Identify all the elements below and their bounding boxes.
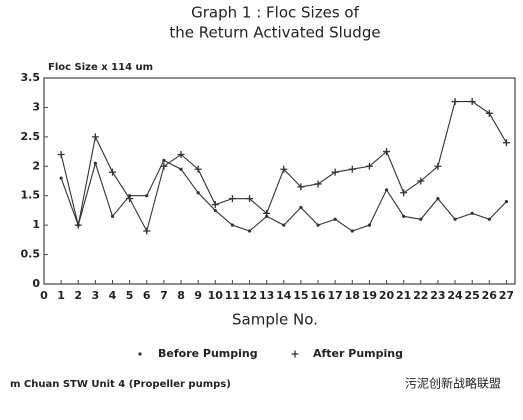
x-tick-label: 1 — [57, 289, 65, 302]
y-tick-label: 3 — [32, 100, 40, 113]
y-tick-label: 1 — [32, 218, 40, 231]
x-tick-label: 3 — [92, 289, 100, 302]
dot-marker — [333, 217, 337, 221]
x-tick-label: 19 — [362, 289, 377, 302]
plus-marker — [502, 139, 510, 147]
dot-marker — [299, 205, 303, 210]
plus-marker — [383, 148, 391, 156]
x-tick-label: 2 — [74, 289, 82, 302]
dot-marker — [384, 188, 389, 192]
plus-marker — [126, 195, 134, 203]
dot-marker — [470, 211, 474, 215]
y-tick-label: 1.5 — [21, 189, 41, 202]
y-axis-label: Floc Size x 114 um — [48, 62, 153, 73]
y-tick-label: 2.5 — [21, 130, 41, 143]
x-tick-label: 25 — [465, 289, 480, 302]
legend-marker — [138, 352, 142, 356]
x-tick-label: 10 — [208, 289, 224, 302]
x-tick-label: 8 — [177, 289, 185, 302]
x-tick-label: 27 — [499, 289, 514, 302]
chart-title: Graph 1 : Floc Sizes of — [191, 4, 359, 22]
x-tick-label: 5 — [126, 289, 134, 302]
plus-marker — [211, 201, 219, 209]
dot-marker — [350, 229, 354, 233]
dot-marker — [316, 223, 320, 227]
plus-marker — [109, 168, 117, 176]
plus-marker — [400, 189, 408, 197]
x-tick-label: 22 — [413, 289, 428, 302]
plus-marker — [228, 195, 236, 203]
y-tick-label: 3.5 — [21, 71, 41, 84]
y-tick-label: 0 — [32, 277, 40, 290]
dot-marker — [59, 176, 63, 180]
x-tick-label: 13 — [259, 289, 274, 302]
legend-label: Before Pumping — [158, 347, 258, 360]
plot-frame — [43, 77, 516, 285]
dot-marker — [436, 197, 440, 201]
plus-marker — [485, 109, 493, 117]
plus-marker — [451, 98, 459, 106]
x-tick-label: 18 — [345, 289, 360, 302]
x-tick-label: 12 — [242, 289, 257, 302]
x-tick-label: 14 — [276, 289, 292, 302]
plus-marker — [365, 162, 373, 170]
plus-marker — [331, 168, 339, 176]
plus-marker — [263, 209, 271, 217]
plus-marker — [91, 133, 99, 141]
y-tick-label: 2 — [32, 159, 40, 172]
dot-marker — [247, 229, 252, 233]
x-tick-label: 17 — [328, 289, 343, 302]
plus-marker — [297, 183, 305, 191]
dot-marker — [419, 217, 423, 221]
y-tick-label: 0.5 — [21, 248, 41, 261]
x-tick-label: 15 — [293, 289, 308, 302]
plus-marker — [417, 177, 425, 185]
chart-subtitle: the Return Activated Sludge — [169, 24, 380, 42]
plus-marker — [280, 165, 288, 173]
x-tick-label: 0 — [40, 289, 48, 302]
x-tick-label: 23 — [430, 289, 445, 302]
plus-marker — [194, 165, 202, 173]
dot-marker — [487, 217, 491, 221]
dot-marker — [453, 217, 457, 221]
plus-marker — [434, 162, 442, 170]
dot-marker — [179, 167, 183, 171]
dot-marker — [282, 223, 286, 227]
watermark: 污泥创新战略联盟 — [405, 376, 501, 391]
dot-marker — [162, 158, 166, 162]
legend-marker — [291, 350, 299, 358]
dot-marker — [196, 191, 200, 195]
footnote: m Chuan STW Unit 4 (Propeller pumps) — [10, 379, 231, 390]
x-tick-label: 24 — [447, 289, 463, 302]
x-tick-label: 16 — [310, 289, 326, 302]
plus-marker — [160, 162, 168, 170]
x-tick-label: 11 — [225, 289, 240, 302]
dot-marker — [145, 194, 149, 198]
plus-marker — [143, 227, 151, 235]
x-tick-label: 9 — [194, 289, 202, 302]
x-tick-label: 26 — [482, 289, 498, 302]
plus-marker — [74, 221, 82, 229]
dot-marker — [367, 223, 372, 227]
x-tick-label: 6 — [143, 289, 151, 302]
x-tick-label: 4 — [109, 289, 117, 302]
legend-label: After Pumping — [313, 347, 403, 360]
plus-marker — [348, 165, 356, 173]
dot-marker — [213, 208, 217, 213]
x-tick-label: 7 — [160, 289, 168, 302]
plus-marker — [246, 195, 254, 203]
plus-marker — [57, 151, 65, 159]
x-tick-label: 21 — [396, 289, 411, 302]
plus-marker — [468, 98, 476, 106]
dot-marker — [230, 223, 234, 227]
x-axis-label: Sample No. — [232, 311, 318, 329]
x-tick-label: 20 — [379, 289, 395, 302]
dot-marker — [402, 214, 406, 218]
plus-marker — [314, 180, 322, 188]
dot-marker — [110, 214, 115, 218]
dot-marker — [504, 200, 509, 204]
dot-marker — [93, 161, 97, 165]
plus-marker — [177, 151, 185, 159]
